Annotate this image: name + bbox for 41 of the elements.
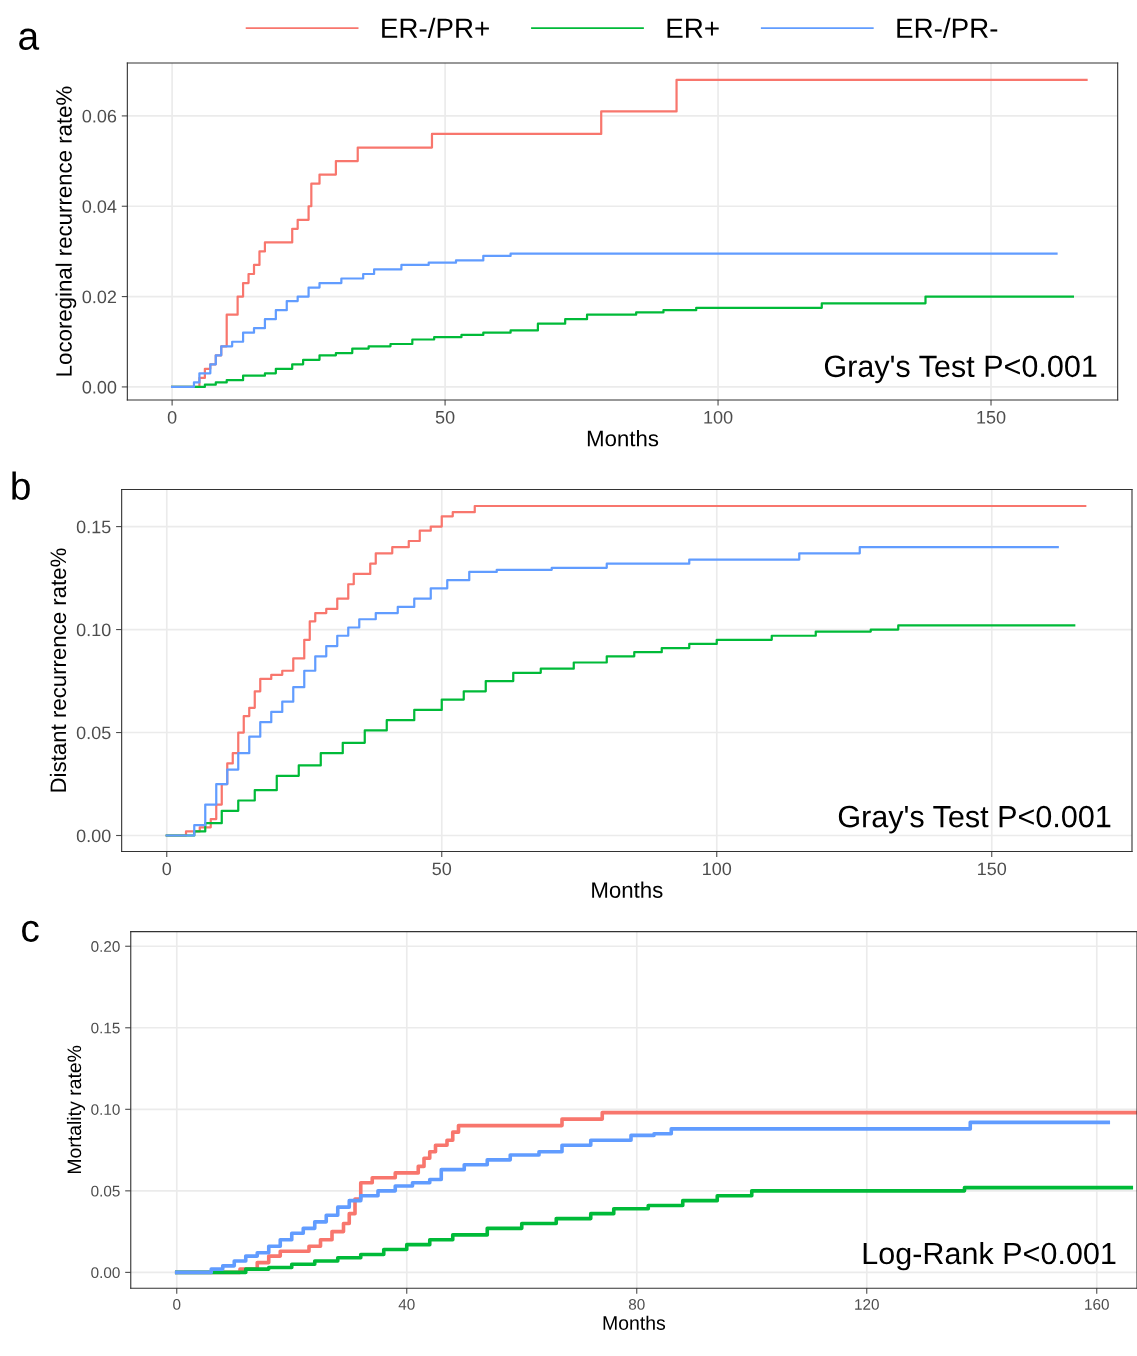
y-tick-label: 0.10 [91, 1104, 120, 1115]
legend-label: ER-/PR- [897, 17, 998, 39]
x-axis-title: Months [603, 1315, 666, 1330]
x-tick-label: 150 [977, 410, 1006, 424]
y-tick-label: 0.00 [76, 829, 111, 843]
x-tick-label: 150 [978, 862, 1007, 876]
legend-label: ER+ [667, 18, 719, 38]
y-tick-label: 0.00 [91, 1267, 120, 1279]
y-tick-label: 0.20 [91, 941, 120, 952]
x-tick-label: 0 [173, 1299, 181, 1310]
x-axis-title: Months [587, 430, 659, 447]
x-tick-label: 100 [704, 410, 733, 424]
y-tick-label: 0.00 [82, 380, 117, 394]
chart-title: a [19, 28, 40, 50]
y-tick-label: 0.15 [91, 1022, 120, 1034]
y-axis-title: Locoreginal recurrence rate% [55, 86, 77, 376]
x-tick-label: 80 [628, 1299, 645, 1310]
x-tick-label: 0 [167, 410, 177, 424]
legend-label: ER-/PR+ [382, 17, 489, 39]
x-tick-label: 120 [855, 1299, 879, 1310]
y-axis-title: Mortality rate% [66, 1045, 86, 1174]
y-tick-label: 0.05 [76, 726, 111, 740]
chart-title: b [12, 471, 30, 500]
x-tick-label: 40 [398, 1299, 415, 1310]
y-tick-label: 0.10 [76, 623, 111, 637]
x-tick-label: 0 [162, 862, 172, 876]
y-tick-label: 0.06 [82, 109, 117, 123]
x-tick-label: 50 [432, 862, 452, 876]
y-tick-label: 0.04 [82, 200, 117, 213]
x-tick-label: 50 [435, 410, 455, 424]
y-tick-label: 0.15 [76, 520, 111, 534]
chart-title: c [22, 920, 39, 943]
y-axis-title: Distant recurrence rate% [49, 548, 67, 792]
annotation: Gray's Test P<0.001 [838, 805, 1111, 834]
annotation: Gray's Test P<0.001 [824, 355, 1097, 384]
y-tick-label: 0.02 [82, 290, 117, 304]
x-tick-label: 100 [703, 862, 732, 876]
x-tick-label: 160 [1085, 1299, 1109, 1310]
y-tick-label: 0.05 [91, 1185, 120, 1197]
annotation: Log-Rank P<0.001 [863, 1241, 1116, 1271]
x-axis-title: Months [592, 881, 663, 898]
